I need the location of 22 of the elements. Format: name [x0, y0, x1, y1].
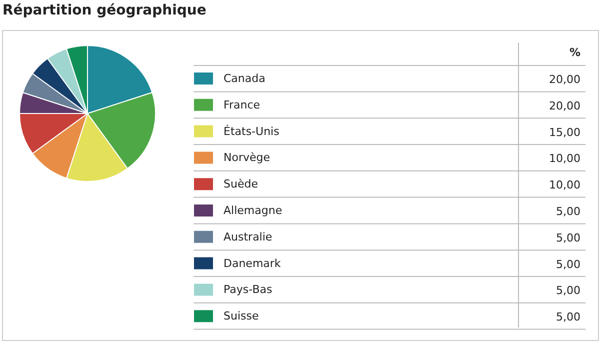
- data-label: 10,00: [549, 152, 581, 166]
- legend-label: Norvège: [224, 151, 270, 164]
- legend-label: États-Unis: [224, 124, 280, 138]
- data-label: 5,00: [556, 231, 581, 244]
- legend-label: Pays-Bas: [224, 283, 272, 296]
- legend-label: Suède: [224, 178, 258, 191]
- data-label: 20,00: [549, 99, 581, 112]
- data-label: 5,00: [556, 284, 581, 298]
- chart-title: Répartition géographique: [2, 2, 206, 18]
- legend-label: Allemagne: [224, 204, 282, 217]
- data-label: 20,00: [549, 73, 581, 86]
- data-label: 5,00: [556, 310, 581, 324]
- data-label: 5,00: [556, 205, 581, 218]
- legend-label: Danemark: [224, 256, 282, 270]
- data-label: 15,00: [549, 126, 581, 139]
- data-label: 10,00: [549, 178, 581, 192]
- legend-label: France: [224, 98, 260, 112]
- legend-label: Suisse: [224, 310, 259, 323]
- legend-label: Canada: [224, 72, 266, 85]
- data-label: 5,00: [556, 258, 581, 271]
- legend-label: Australie: [224, 230, 272, 244]
- legend-title: %: [569, 46, 581, 59]
